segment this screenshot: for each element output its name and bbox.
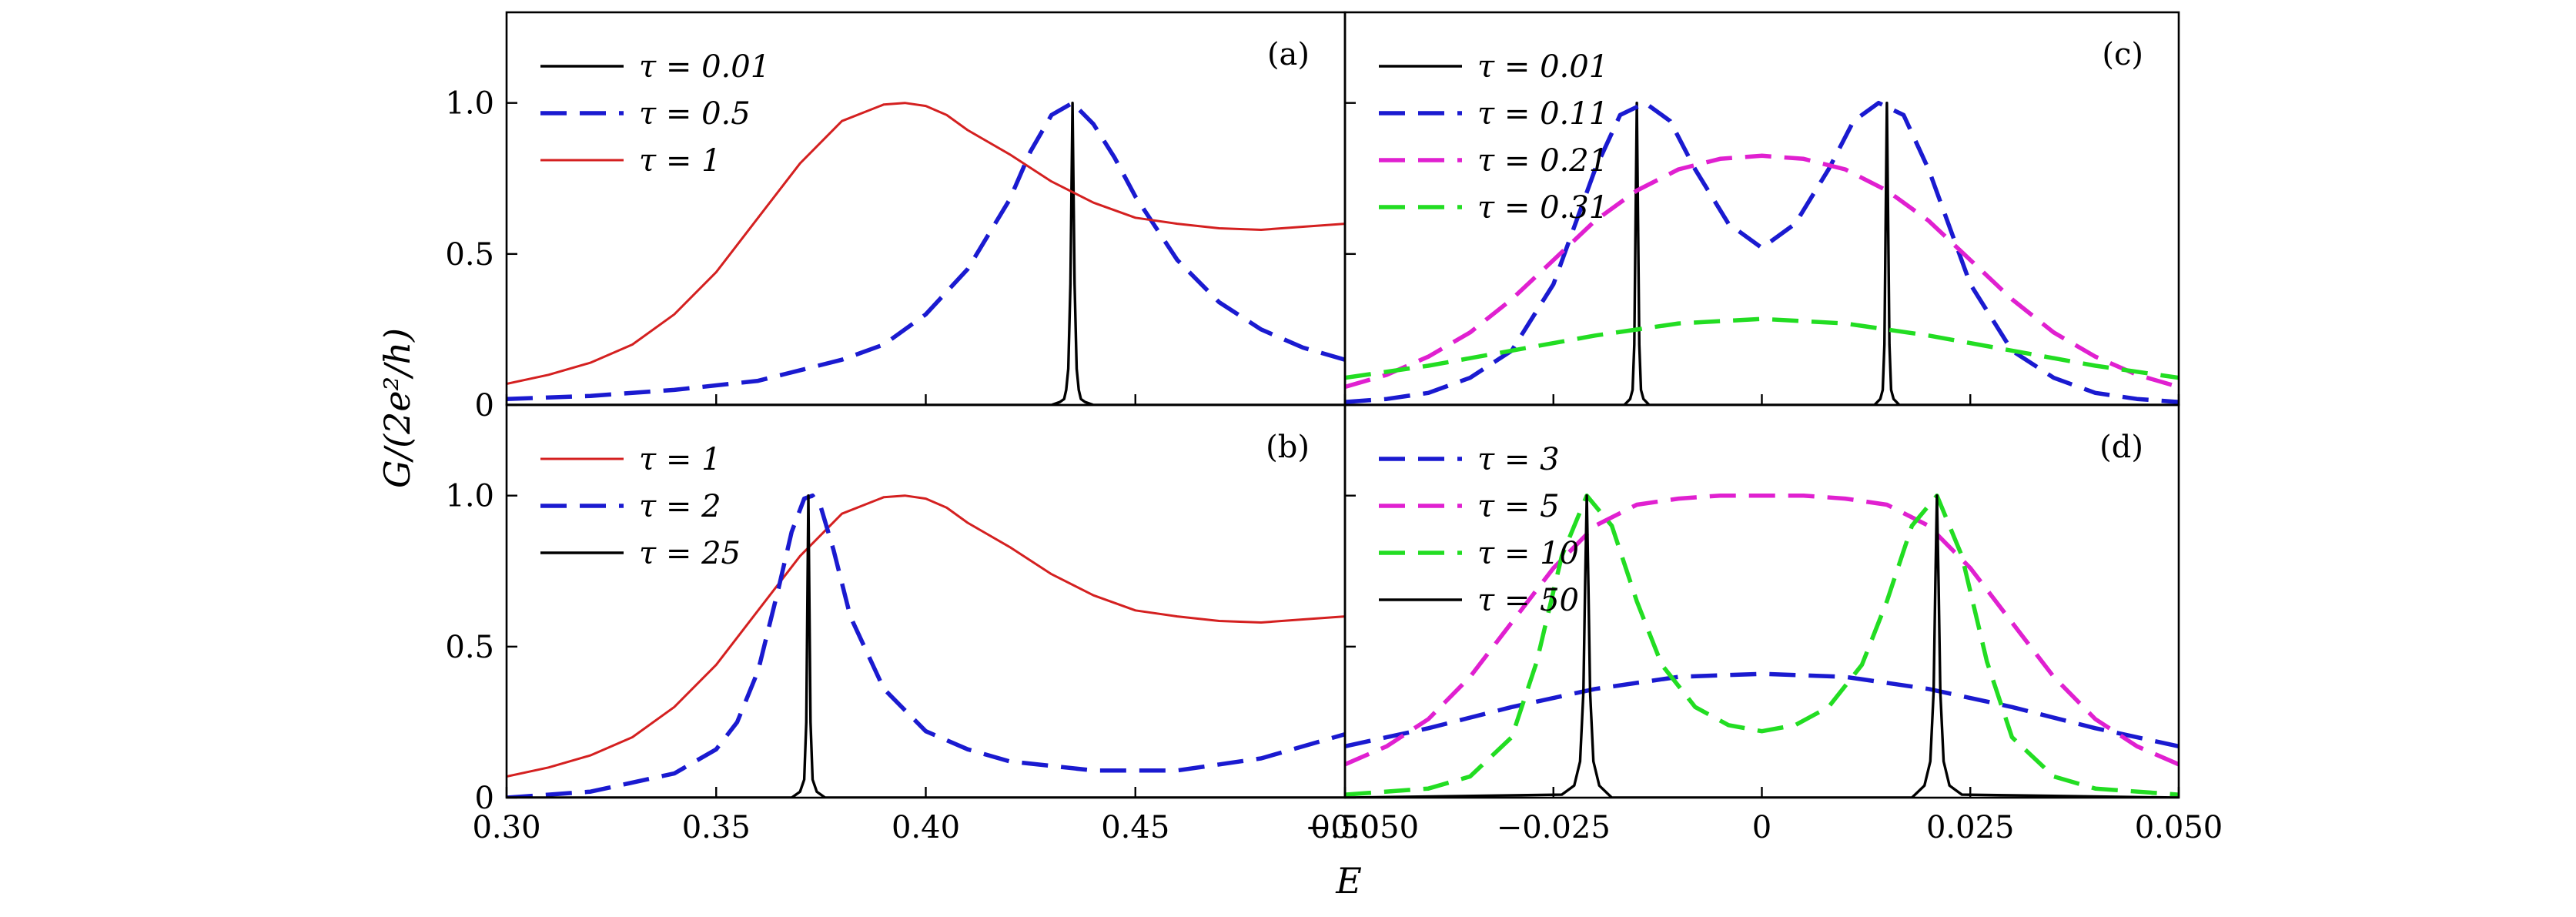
panel-b: 0 0.5 1.0 0.30 0.35 0.40 0.45 0.50 (b) τ = 1 τ = 2…	[445, 403, 1380, 845]
y-tick-label-b-0: 0	[475, 781, 494, 816]
series-line-d-2	[1345, 493, 2179, 767]
x-tick-label-b-3: 0.45	[1101, 810, 1169, 845]
series-group-b	[507, 493, 1345, 798]
legend-label-d-4: τ = 50	[1477, 583, 1579, 618]
x-tick-label-b-0: 0.30	[472, 810, 540, 845]
legend-label-b-1: τ = 1	[639, 442, 721, 477]
panel-d: −0.050 −0.025 0 0.025 0.050(d)τ = 3τ = 5τ = …	[1305, 403, 2223, 845]
panels-group: 00.51.0(a)τ = 0.01τ = 0.5τ = 100.51.00.3…	[445, 11, 2223, 845]
legend-label-d-2: τ = 5	[1477, 489, 1560, 524]
series-line-b-3	[507, 494, 1345, 798]
legend-c: τ = 0.01 τ = 0.11 τ = 0.21 τ = 0.31	[1379, 49, 1608, 226]
panel-c: (c) τ = 0.01 τ = 0.11 τ = 0.21 τ = 0.31	[1343, 11, 2180, 407]
series-line-a-1	[507, 102, 1345, 405]
x-tick-label-d-4: 0.050	[2135, 810, 2223, 845]
x-tick-label-d-3: 0.025	[1926, 810, 2015, 845]
legend-label-c-1: τ = 0.01	[1477, 49, 1608, 85]
series-line-d-3	[1345, 493, 2179, 797]
legend-label-d-3: τ = 10	[1477, 536, 1579, 571]
series-line-a-3	[507, 102, 1345, 385]
series-group-c	[1345, 100, 2179, 405]
y-tick-label-a-0: 0	[475, 388, 494, 423]
legend-label-c-2: τ = 0.11	[1477, 96, 1608, 132]
series-line-d-1	[1345, 671, 2179, 748]
legend-label-b-3: τ = 25	[639, 536, 741, 571]
legend-d: τ = 3 τ = 5 τ = 10 τ = 50	[1379, 442, 1579, 618]
legend-b: τ = 1 τ = 2 τ = 25	[540, 442, 741, 571]
x-tick-label-b-4: 0.50	[1310, 810, 1379, 845]
legend-label-a-1: τ = 0.01	[639, 49, 770, 85]
y-tick-label-b-2: 1.0	[445, 479, 494, 514]
series-line-c-4	[1345, 316, 2179, 380]
x-tick-label-d-1: −0.025	[1497, 810, 1611, 845]
panel-a: 0 0.5 1.0 (a) τ = 0.01 τ = 0.5 τ = 1	[445, 11, 1347, 423]
series-line-d-4	[1345, 494, 2179, 798]
series-line-b-2	[507, 493, 1345, 798]
panel-label-a: (a)	[1267, 37, 1310, 72]
series-line-c-3	[1345, 153, 2179, 390]
y-tick-label-b-1: 0.5	[445, 630, 494, 665]
legend-label-a-2: τ = 0.5	[639, 96, 751, 132]
y-axis-label: G/(2e²/h)	[376, 328, 418, 488]
plot-frame-a	[505, 11, 1347, 407]
panel-label-d: (d)	[2099, 430, 2143, 465]
legend-label-c-3: τ = 0.21	[1477, 143, 1608, 179]
panel-label-c: (c)	[2102, 37, 2143, 72]
y-tick-label-a-1: 0.5	[445, 237, 494, 273]
series-group-a	[507, 100, 1345, 405]
plot-frame-c	[1343, 11, 2180, 407]
panel-label-b: (b)	[1266, 430, 1310, 465]
plot-frame-b	[505, 403, 1347, 799]
series-line-a-2	[507, 100, 1345, 401]
series-line-b-1	[507, 494, 1345, 778]
legend-label-d-1: τ = 3	[1477, 442, 1560, 477]
x-tick-label-d-0: −0.050	[1305, 810, 1419, 845]
series-line-c-1	[1345, 102, 2179, 405]
series-group-d	[1345, 493, 2179, 798]
x-tick-label-d-2: 0	[1752, 810, 1771, 845]
legend-label-b-2: τ = 2	[639, 489, 721, 524]
x-axis-label: E	[1335, 860, 1362, 902]
legend-a: τ = 0.01 τ = 0.5 τ = 1	[540, 49, 770, 179]
y-tick-label-a-2: 1.0	[445, 86, 494, 122]
plot-frame-d	[1343, 403, 2180, 799]
x-tick-label-b-2: 0.40	[892, 810, 960, 845]
legend-label-c-4: τ = 0.31	[1477, 190, 1608, 226]
x-tick-label-b-1: 0.35	[682, 810, 751, 845]
legend-label-a-3: τ = 1	[639, 143, 721, 179]
